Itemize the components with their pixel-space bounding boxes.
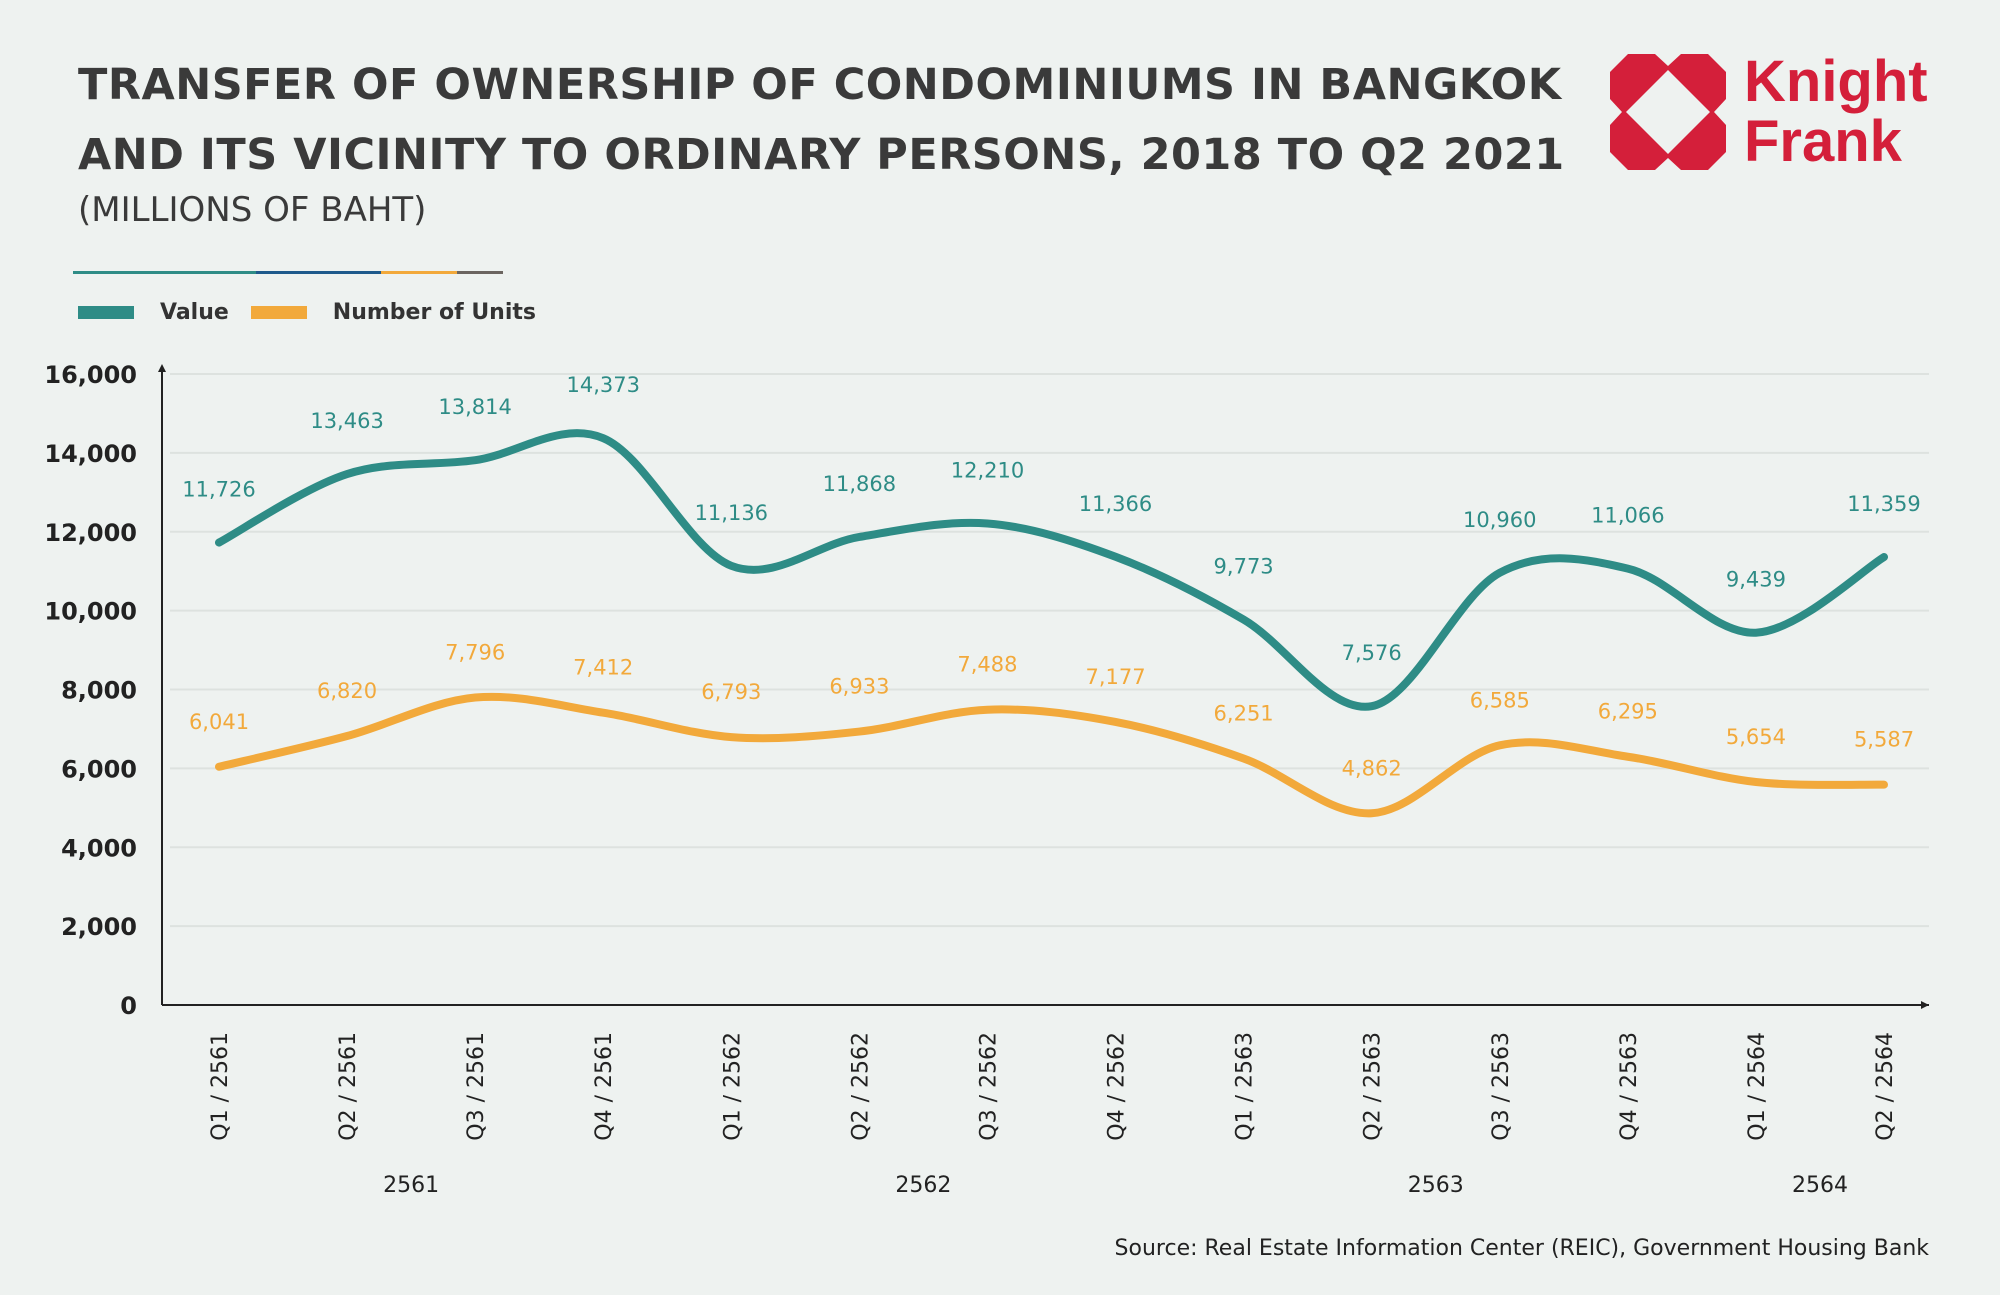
y-tick-label: 10,000	[44, 598, 137, 626]
data-label: 12,210	[951, 458, 1024, 482]
chart-subtitle: (MILLIONS OF BAHT)	[78, 190, 427, 230]
y-tick-label: 6,000	[61, 755, 137, 783]
divider-gray	[457, 271, 503, 274]
year-group-label: 2564	[1792, 1173, 1848, 1198]
y-tick-label: 12,000	[44, 519, 137, 547]
data-label: 13,814	[438, 395, 511, 419]
x-tick-label: Q3 / 2562	[976, 1032, 1001, 1141]
y-tick-label: 2,000	[61, 913, 137, 941]
data-label: 5,587	[1854, 728, 1914, 752]
x-tick-label: Q4 / 2561	[592, 1032, 617, 1141]
x-axis-arrow-icon	[1921, 1001, 1929, 1009]
x-tick-label: Q4 / 2563	[1617, 1032, 1642, 1141]
divider-teal	[73, 271, 256, 274]
data-label: 7,488	[957, 653, 1017, 677]
x-tick-label: Q2 / 2562	[848, 1032, 873, 1141]
divider-blue	[256, 271, 381, 274]
data-label: 6,295	[1598, 700, 1658, 724]
chart-title: TRANSFER OF OWNERSHIP OF CONDOMINIUMS IN…	[78, 50, 1565, 190]
source-note: Source: Real Estate Information Center (…	[1114, 1236, 1929, 1261]
data-label: 11,359	[1847, 492, 1920, 516]
data-label: 7,576	[1342, 641, 1402, 665]
y-axis-arrow-icon	[158, 364, 166, 372]
data-label: 14,373	[566, 373, 639, 397]
data-label: 11,366	[1079, 492, 1152, 516]
title-line-2: AND ITS VICINITY TO ORDINARY PERSONS, 20…	[78, 130, 1565, 180]
data-label: 4,862	[1342, 756, 1402, 780]
data-label: 9,439	[1726, 568, 1786, 592]
logo-text: Knight Frank	[1744, 52, 1928, 172]
x-tick-label: Q1 / 2563	[1233, 1032, 1258, 1141]
year-group-label: 2561	[383, 1173, 439, 1198]
data-label: 11,726	[182, 478, 255, 502]
legend-label-units: Number of Units	[332, 300, 536, 325]
x-tick-label: Q3 / 2563	[1489, 1032, 1514, 1141]
x-tick-label: Q1 / 2561	[208, 1032, 233, 1141]
logo-mark-icon	[1610, 54, 1726, 170]
x-tick-label: Q2 / 2563	[1361, 1032, 1386, 1141]
x-tick-label: Q1 / 2562	[720, 1032, 745, 1141]
x-tick-label: Q2 / 2561	[336, 1032, 361, 1141]
year-group-label: 2563	[1408, 1173, 1464, 1198]
x-tick-label: Q3 / 2561	[464, 1032, 489, 1141]
series-line-value	[215, 429, 1888, 711]
data-label: 11,136	[695, 501, 768, 525]
y-tick-label: 4,000	[61, 834, 137, 862]
divider-orange	[381, 271, 457, 274]
series-line-units	[215, 692, 1888, 818]
y-tick-label: 14,000	[44, 440, 137, 468]
data-label: 7,412	[573, 656, 633, 680]
y-tick-label: 8,000	[61, 677, 137, 705]
data-label: 7,177	[1085, 665, 1145, 689]
data-label: 10,960	[1463, 508, 1536, 532]
data-label: 6,041	[189, 710, 249, 734]
y-tick-label: 0	[120, 992, 137, 1020]
legend-swatch-value	[78, 306, 134, 319]
year-group-label: 2562	[895, 1173, 951, 1198]
legend-swatch-units	[250, 306, 307, 319]
logo-text-knight: Knight	[1744, 49, 1928, 114]
x-tick-label: Q2 / 2564	[1873, 1032, 1898, 1141]
data-label: 6,933	[829, 675, 889, 699]
knight-frank-logo: Knight Frank	[1610, 52, 1928, 172]
x-tick-label: Q4 / 2562	[1105, 1032, 1130, 1141]
data-label: 6,793	[701, 680, 761, 704]
data-label: 11,066	[1591, 504, 1664, 528]
title-line-1: TRANSFER OF OWNERSHIP OF CONDOMINIUMS IN…	[78, 60, 1562, 110]
data-label: 6,820	[317, 679, 377, 703]
data-label: 6,585	[1470, 688, 1530, 712]
data-label: 6,251	[1214, 701, 1274, 725]
legend: Value Number of Units	[78, 300, 536, 325]
data-label: 7,796	[445, 641, 505, 665]
data-label: 9,773	[1214, 555, 1274, 579]
y-tick-label: 16,000	[44, 361, 137, 389]
legend-label-value: Value	[160, 300, 229, 325]
logo-text-frank: Frank	[1744, 109, 1902, 174]
x-tick-label: Q1 / 2564	[1745, 1032, 1770, 1141]
data-label: 11,868	[823, 472, 896, 496]
data-label: 13,463	[310, 409, 383, 433]
data-label: 5,654	[1726, 725, 1786, 749]
